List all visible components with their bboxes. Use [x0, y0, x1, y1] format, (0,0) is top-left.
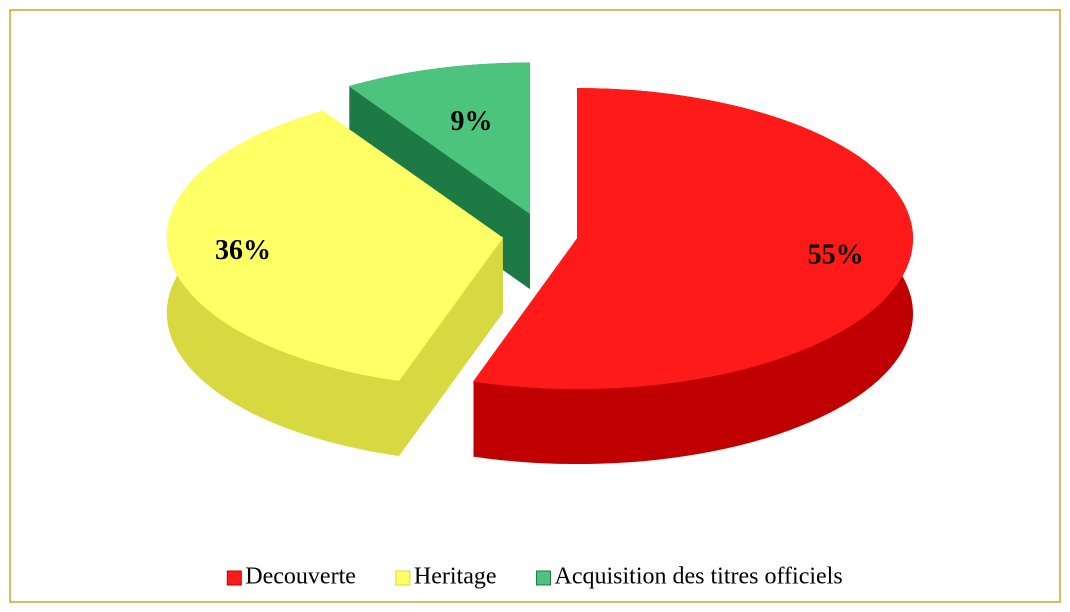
slice-top [348, 62, 530, 215]
value-label: 9% [450, 106, 492, 137]
legend-swatch [536, 570, 552, 586]
legend-label: Decouverte [245, 564, 356, 590]
slice-top [473, 88, 913, 390]
value-label: 55% [808, 239, 864, 270]
legend-swatch [395, 570, 411, 586]
legend-label: Acquisition des titres officiels [555, 564, 843, 590]
slice-top [166, 110, 504, 382]
legend-label: Heritage [414, 564, 497, 590]
value-label: 36% [215, 235, 271, 266]
slice [473, 88, 913, 465]
slice [166, 110, 504, 458]
legend: Decouverte Heritage Acquisition des titres… [226, 564, 843, 590]
legend-swatch [226, 570, 242, 586]
